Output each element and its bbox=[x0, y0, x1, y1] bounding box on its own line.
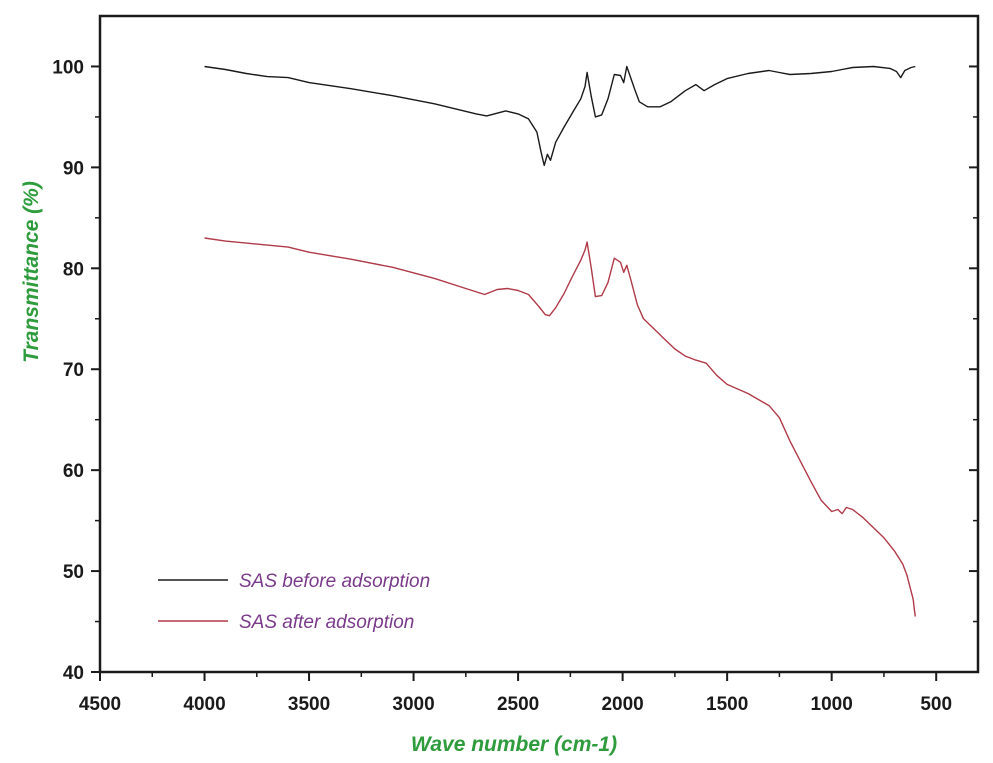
x-axis-title: Wave number (cm-1) bbox=[411, 733, 617, 756]
x-tick-label: 2000 bbox=[601, 694, 643, 715]
x-tick-label: 4500 bbox=[79, 694, 121, 715]
y-axis-ticks: 40 50 60 70 80 90 100 bbox=[52, 57, 978, 684]
y-tick-label: 60 bbox=[63, 461, 84, 482]
plot-area-frame bbox=[98, 14, 980, 674]
x-axis-ticks: 4500 4000 3500 3000 2500 2000 1500 1000 500 bbox=[79, 672, 952, 715]
y-tick-label: 90 bbox=[63, 158, 84, 179]
x-tick-label: 500 bbox=[920, 694, 952, 715]
x-tick-label: 1000 bbox=[811, 694, 853, 715]
series-line-0 bbox=[204, 65, 916, 167]
x-tick-label: 2500 bbox=[497, 694, 539, 715]
series-lines bbox=[204, 65, 916, 617]
x-tick-label: 1500 bbox=[706, 694, 748, 715]
series-line-1 bbox=[204, 237, 916, 617]
x-tick-label: 4000 bbox=[183, 694, 225, 715]
y-tick-label: 100 bbox=[52, 57, 84, 78]
legend: SAS before adsorption SAS after adsorpti… bbox=[158, 571, 430, 633]
y-tick-label: 70 bbox=[63, 360, 84, 381]
legend-label-after: SAS after adsorption bbox=[239, 612, 414, 633]
x-tick-label: 3500 bbox=[288, 694, 330, 715]
x-tick-label: 3000 bbox=[392, 694, 434, 715]
y-tick-label: 80 bbox=[63, 259, 84, 280]
y-axis-title: Transmittance (%) bbox=[20, 181, 43, 363]
y-tick-label: 50 bbox=[63, 562, 84, 583]
legend-label-before: SAS before adsorption bbox=[239, 571, 430, 592]
y-tick-label: 40 bbox=[63, 663, 84, 684]
